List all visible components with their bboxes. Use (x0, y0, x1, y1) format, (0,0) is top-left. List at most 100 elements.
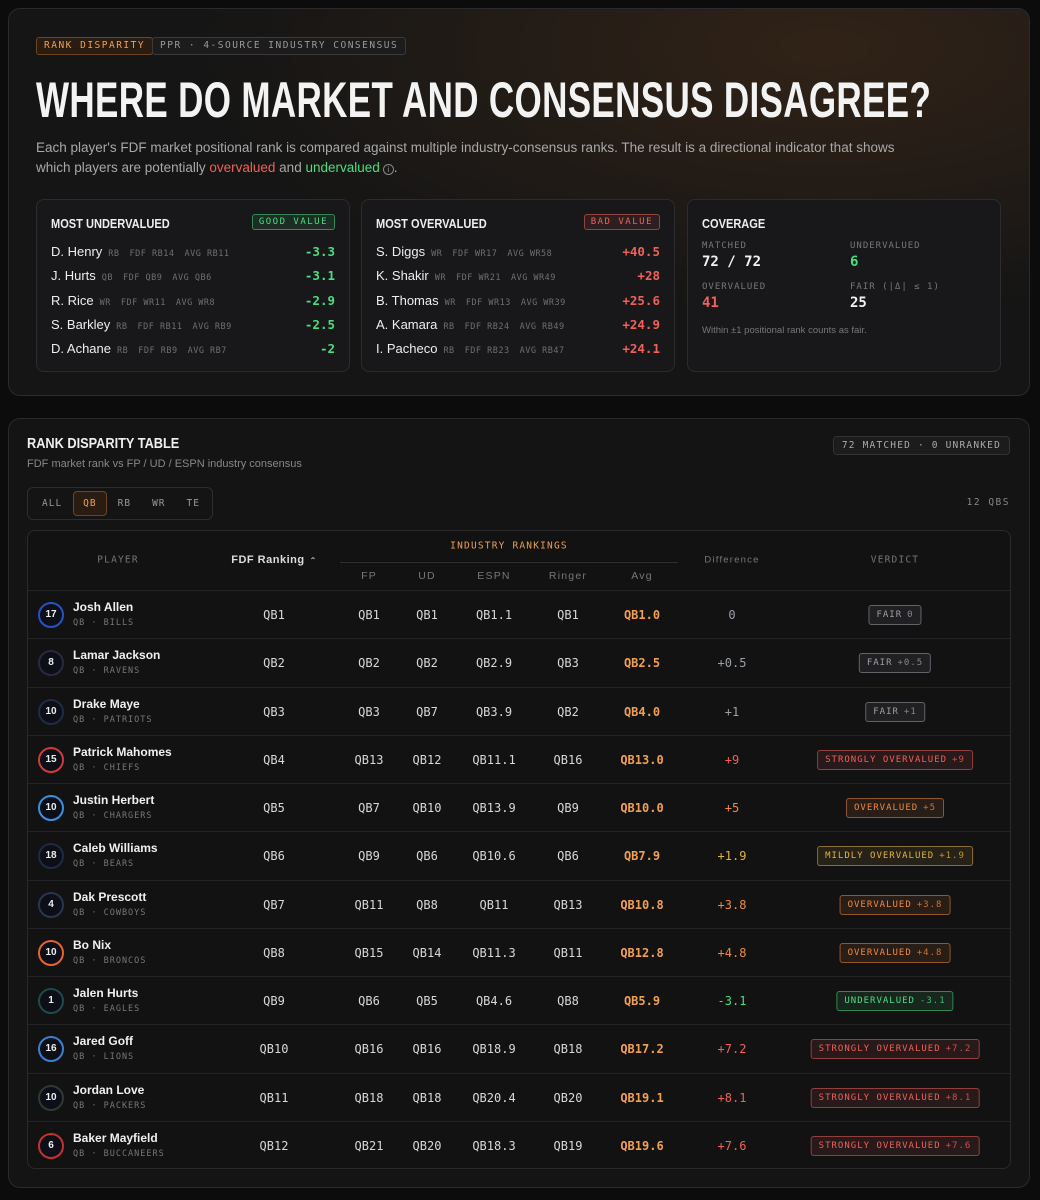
description-text: Each player's FDF market positional rank… (36, 140, 895, 175)
source-rank: QB4.6 (475, 994, 513, 1008)
player-meta: QB · COWBOYS (73, 907, 147, 918)
verdict-badge: OVERVALUED +5 (845, 798, 945, 818)
table-row: 17 Josh Allen QB · BILLS QB1 QB1 QB1 QB1.1 QB1 Q… (28, 590, 1010, 638)
group-divider (340, 562, 678, 563)
player-meta: QB · PATRIOTS (73, 714, 153, 725)
source-rank: QB7 (416, 704, 438, 719)
difference: +40.5 (622, 244, 660, 259)
verdict-badge: FAIR 0 (868, 605, 922, 625)
position: RB (443, 321, 455, 332)
fdf-rank: QB7 (263, 897, 285, 912)
source-rank: QB12 (412, 752, 442, 767)
fdf-rank: FDF RB9 (138, 346, 178, 357)
source-rank: QB2.9 (475, 656, 513, 671)
tab[interactable]: ALL (42, 498, 63, 509)
source-rank: QB14 (412, 945, 442, 960)
tab[interactable]: QB (73, 491, 107, 516)
position: WR (434, 273, 446, 284)
match-badge: 72 MATCHED · 0 UNRANKED (832, 436, 1010, 455)
verdict-badge: MILDLY OVERVALUED +1.9 (817, 846, 973, 867)
difference: -3.1 (717, 994, 747, 1008)
stat-label: OVERVALUED (702, 282, 767, 292)
player-meta: QB · BILLS (73, 618, 135, 628)
verdict-value: +5 (923, 803, 937, 813)
avg-rank: AVG WR39 (520, 297, 566, 308)
jersey-badge: 10 (38, 939, 64, 966)
source-rank: QB5 (416, 994, 438, 1008)
verdict-badge: UNDERVALUED -3.1 (836, 991, 954, 1011)
difference: -2 (319, 341, 335, 357)
verdict-label: FAIR (873, 706, 899, 717)
card-row: D. Achane RB FDF RB9 AVG RB7 -2 (51, 341, 335, 359)
card-title: MOST UNDERVALUED (51, 216, 170, 231)
avg-rank: QB10.8 (620, 897, 664, 912)
jersey-badge: 17 (38, 602, 64, 628)
source-rank: QB7 (358, 801, 380, 815)
player-name: Caleb Williams (73, 841, 158, 856)
player-name: Jared Goff (73, 1034, 134, 1049)
source-rank: QB18.9 (472, 1042, 516, 1057)
card-row: A. Kamara RB FDF RB24 AVG RB49 +24.9 (376, 317, 660, 335)
table-section: RANK DISPARITY TABLE FDF market rank vs … (8, 418, 1030, 1188)
fdf-rank: FDF WR11 (120, 297, 166, 308)
source-rank: QB9 (557, 801, 579, 815)
avg-rank: QB19.1 (620, 1090, 664, 1105)
sort-header[interactable]: FDF Ranking ⌃ (231, 554, 317, 566)
difference: +25.6 (622, 292, 660, 308)
source-rank: QB3 (358, 704, 380, 719)
column-header: ESPN (477, 570, 511, 582)
verdict-badge: OVERVALUED +3.8 (839, 894, 951, 915)
player-name: Bo Nix (73, 937, 112, 952)
sort-icon: ⌃ (309, 556, 317, 565)
verdict-value: +3.8 (916, 899, 943, 910)
fdf-rank: QB9 (263, 994, 285, 1008)
difference: +24.9 (622, 316, 660, 332)
avg-rank: QB1.0 (623, 608, 661, 622)
jersey-badge: 8 (38, 650, 64, 677)
column-header: VERDICT (870, 554, 920, 566)
hero-panel: RANK DISPARITY PPR · 4-SOURCE INDUSTRY C… (8, 8, 1030, 396)
tab[interactable]: TE (186, 498, 200, 509)
player-name: Lamar Jackson (73, 648, 161, 663)
difference: -3.1 (304, 268, 335, 284)
verdict-value: +8.1 (945, 1092, 972, 1103)
source-rank: QB19 (553, 1138, 583, 1153)
tab[interactable]: WR (152, 498, 166, 509)
verdict-badge: FAIR +0.5 (858, 653, 932, 674)
difference: +1 (724, 704, 740, 719)
source-rank: QB11 (354, 897, 384, 912)
table-row: 16 Jared Goff QB · LIONS QB10 QB16 QB16 QB18.9… (28, 1024, 1010, 1072)
value-tag: GOOD VALUE (251, 214, 335, 230)
source-rank: QB1 (358, 608, 380, 622)
player-name: Jordan Love (73, 1082, 145, 1097)
player-name: Justin Herbert (73, 793, 155, 807)
card-row: B. Thomas WR FDF WR13 AVG WR39 +25.6 (376, 293, 660, 311)
table-row: 6 Baker Mayfield QB · BUCCANEERS QB12 QB21 QB… (28, 1120, 1010, 1168)
source-rank: QB8 (416, 897, 438, 912)
verdict-label: FAIR (866, 658, 893, 669)
tab[interactable]: RB (117, 498, 132, 509)
verdict-label: STRONGLY OVERVALUED (818, 1092, 941, 1103)
source-rank: QB1.1 (475, 608, 513, 622)
section-subtitle: FDF market rank vs FP / UD / ESPN indust… (27, 458, 302, 470)
player-name: D. Achane (51, 341, 111, 357)
source-rank: QB6 (557, 849, 579, 864)
avg-rank: QB13.0 (620, 752, 664, 767)
verdict-value: -3.1 (919, 996, 946, 1006)
verdict-badge: STRONGLY OVERVALUED +7.6 (810, 1135, 980, 1156)
jersey-badge: 6 (38, 1132, 64, 1159)
avg-rank: QB10.0 (620, 801, 664, 815)
info-icon[interactable]: i (382, 164, 394, 175)
source-rank: QB21 (354, 1138, 384, 1153)
card-row: S. Diggs WR FDF WR17 AVG WR58 +40.5 (376, 244, 660, 262)
verdict-label: MILDLY OVERVALUED (825, 851, 935, 862)
jersey-badge: 10 (38, 795, 64, 821)
fdf-rank: QB11 (259, 1090, 289, 1105)
source-rank: QB1 (557, 608, 579, 622)
avg-rank: QB12.8 (620, 945, 664, 960)
verdict-label: STRONGLY OVERVALUED (818, 1044, 941, 1055)
card-row: I. Pacheco RB FDF RB23 AVG RB47 +24.1 (376, 341, 660, 359)
fdf-rank: QB6 (263, 849, 285, 864)
card-row: D. Henry RB FDF RB14 AVG RB11 -3.3 (51, 244, 335, 262)
